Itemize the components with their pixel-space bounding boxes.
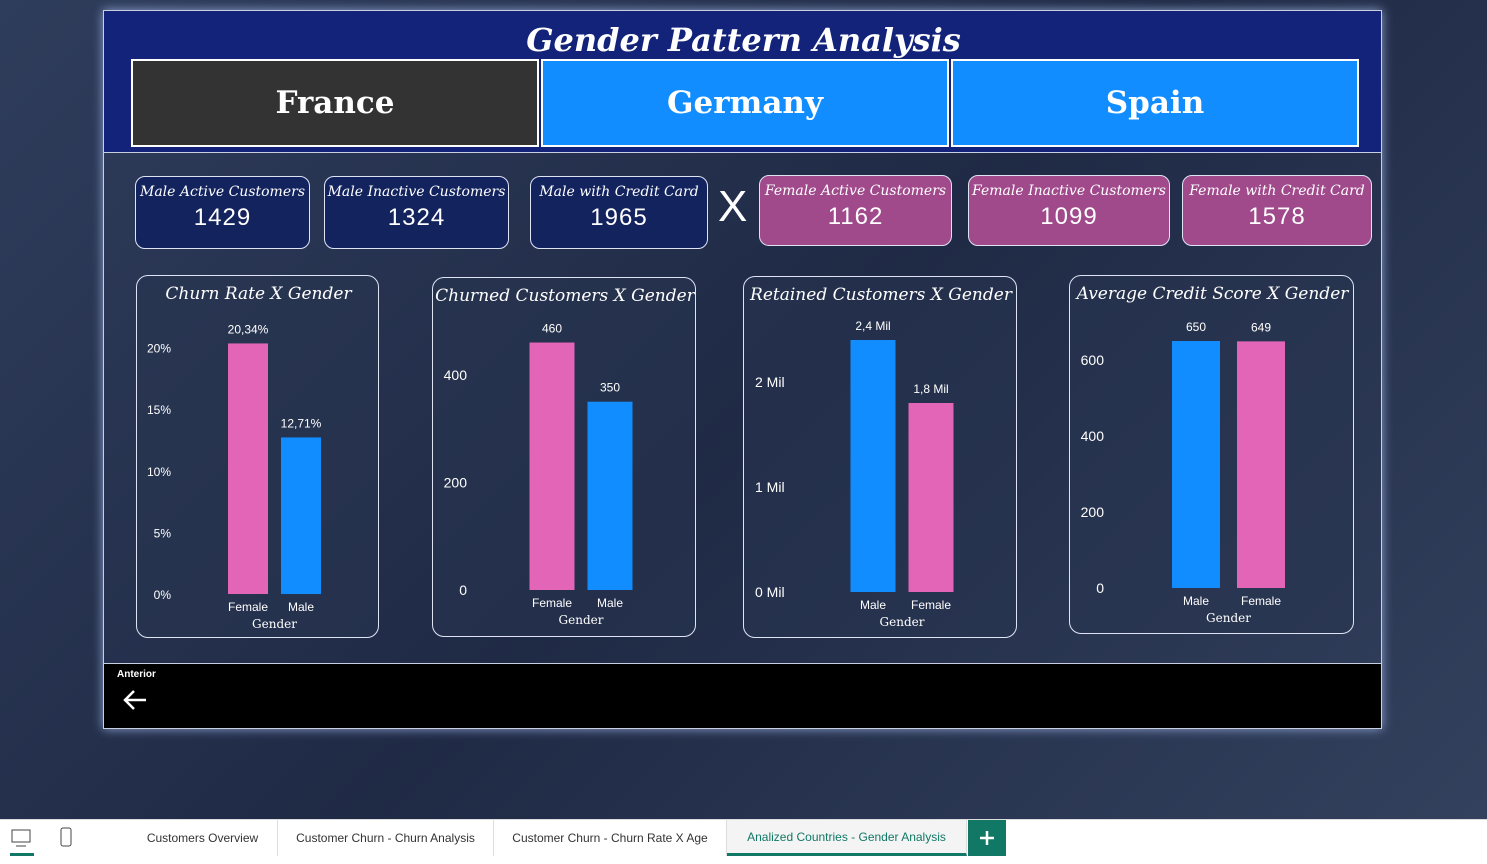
x-tick-label: Male (288, 600, 314, 614)
kpi-value: 1429 (193, 204, 252, 231)
nav-bar: Anterior (103, 663, 1382, 729)
data-label: 2,4 Mil (855, 319, 890, 333)
kpi-value: 1324 (387, 204, 446, 231)
data-label: 650 (1186, 320, 1206, 334)
y-tick-label: 0 Mil (755, 584, 785, 600)
x-tick-label: Female (911, 598, 951, 612)
y-tick-label: 400 (444, 367, 468, 383)
sheet-tab[interactable]: Customer Churn - Churn Analysis (278, 820, 494, 856)
slicer-button[interactable]: France (131, 59, 539, 147)
y-tick-label: 15% (147, 403, 171, 417)
kpi-value: 1965 (590, 204, 648, 231)
back-arrow[interactable] (122, 688, 148, 712)
kpi-value: 1578 (1248, 203, 1306, 230)
slicer-button[interactable]: Spain (951, 59, 1359, 147)
separator: X (718, 182, 748, 231)
chart: Churn Rate X Gender 0% 5% 10% 15% 20% 20,34% Fe… (136, 275, 379, 638)
bar (1237, 341, 1285, 588)
nav-label: Anterior (117, 669, 156, 680)
kpi-value: 1162 (827, 203, 884, 230)
y-tick-label: 5% (154, 526, 172, 540)
x-axis-label: Gender (252, 617, 297, 631)
x-tick-label: Male (597, 596, 623, 610)
data-label: 649 (1251, 320, 1271, 334)
data-label: 20,34% (228, 322, 269, 336)
y-tick-label: 0 (459, 582, 467, 598)
kpi-label: Male Active Customers (140, 184, 305, 200)
chart: Churned Customers X Gender 0 200 400 460 Fema… (432, 277, 696, 637)
sheet-tab[interactable]: Customer Churn - Churn Rate X Age (494, 820, 727, 856)
x-tick-label: Female (228, 600, 268, 614)
x-tick-label: Male (860, 598, 886, 612)
kpi-card: Female with Credit Card 1578 (1182, 175, 1372, 246)
title: Gender Pattern Analysis (526, 21, 961, 59)
tab-bar: Customers Overview Customer Churn - Churn… (0, 819, 1487, 864)
chart-title: Churn Rate X Gender (165, 284, 352, 304)
kpi-card: Female Active Customers 1162 (759, 175, 952, 246)
x-axis-label: Gender (559, 613, 604, 627)
x-tick-label: Female (532, 596, 572, 610)
y-tick-label: 1 Mil (755, 479, 785, 495)
bar (1172, 341, 1220, 588)
chart-title: Churned Customers X Gender (435, 286, 696, 306)
kpi-label: Female Active Customers (764, 183, 947, 199)
data-label: 12,71% (281, 416, 322, 430)
x-axis-label: Gender (1206, 611, 1251, 625)
kpi-card: Male with Credit Card 1965 (530, 176, 708, 249)
kpi-card: Male Inactive Customers 1324 (324, 176, 509, 249)
y-tick-label: 600 (1081, 352, 1105, 368)
bar (908, 403, 954, 592)
y-tick-label: 400 (1081, 428, 1105, 444)
bar (529, 342, 575, 590)
chart-title: Retained Customers X Gender (749, 285, 1013, 305)
x-tick-label: Female (1241, 594, 1281, 608)
data-label: 1,8 Mil (913, 382, 948, 396)
chart: Retained Customers X Gender 0 Mil 1 Mil 2 M… (743, 276, 1017, 638)
sheet-tab[interactable]: Analized Countries - Gender Analysis (727, 820, 967, 856)
data-label: 350 (600, 381, 620, 395)
y-tick-label: 20% (147, 342, 171, 356)
x-axis-label: Gender (880, 615, 925, 629)
kpi-label: Female Inactive Customers (972, 183, 1166, 199)
y-tick-label: 2 Mil (755, 374, 785, 390)
y-tick-label: 10% (147, 465, 171, 479)
chart: Average Credit Score X Gender 0 200 400 600 6… (1069, 275, 1354, 634)
add-tab[interactable] (968, 820, 1006, 856)
x-tick-label: Male (1183, 594, 1209, 608)
header: Gender Pattern Analysis France Germany Spa… (103, 10, 1382, 153)
sheet-tab[interactable]: Customers Overview (128, 820, 278, 856)
bar (228, 343, 268, 594)
view-icons (11, 827, 72, 847)
kpi-label: Male with Credit Card (539, 184, 699, 200)
bar (281, 437, 321, 594)
y-tick-label: 200 (444, 474, 468, 490)
y-tick-label: 200 (1081, 504, 1105, 520)
slicer-button[interactable]: Germany (541, 59, 949, 147)
bar (587, 401, 633, 590)
view-indicator (10, 853, 34, 856)
kpi-value: 1099 (1040, 203, 1098, 230)
kpi-label: Female with Credit Card (1189, 183, 1365, 199)
kpi-card: Female Inactive Customers 1099 (968, 175, 1170, 246)
kpi-label: Male Inactive Customers (327, 184, 506, 200)
kpi-card: Male Active Customers 1429 (135, 176, 310, 249)
chart-title: Average Credit Score X Gender (1075, 284, 1350, 304)
data-label: 460 (542, 322, 562, 336)
y-tick-label: 0 (1096, 580, 1104, 596)
bar (850, 340, 896, 592)
y-tick-label: 0% (154, 588, 172, 602)
